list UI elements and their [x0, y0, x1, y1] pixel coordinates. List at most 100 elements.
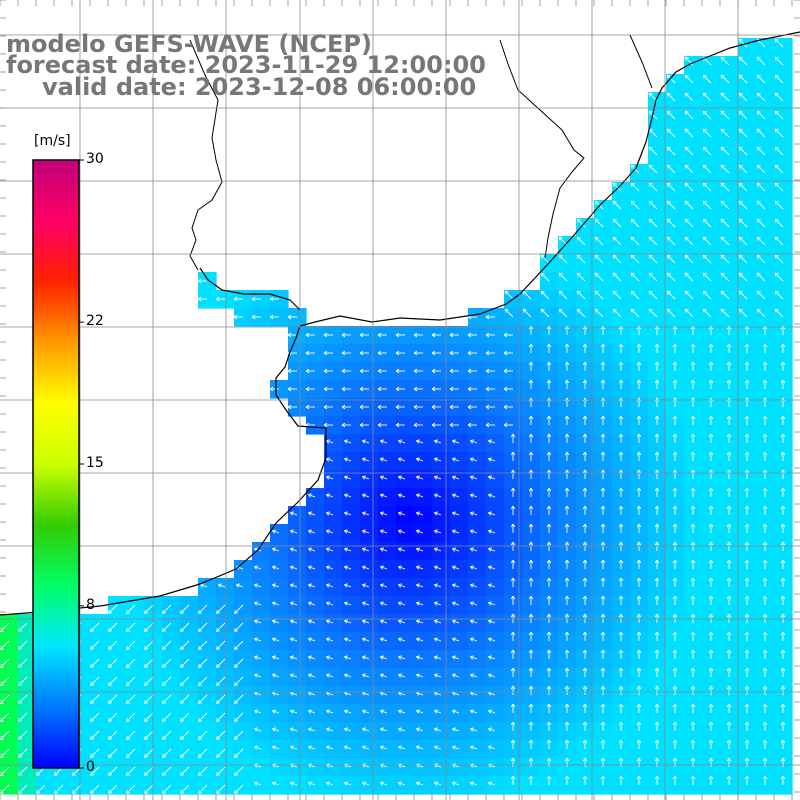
wind-speed-cell	[720, 740, 739, 759]
wind-speed-cell	[342, 776, 361, 795]
wind-speed-cell	[450, 488, 469, 507]
wind-speed-cell	[558, 650, 577, 669]
wind-arrow	[558, 254, 568, 264]
wind-speed-cell	[414, 362, 433, 381]
wind-speed-cell	[702, 758, 721, 777]
wind-speed-cell	[522, 416, 541, 435]
wind-speed-cell	[216, 290, 235, 309]
wind-speed-cell	[396, 686, 415, 705]
wind-arrow	[774, 200, 784, 210]
wind-speed-cell	[396, 740, 415, 759]
wind-arrow	[485, 314, 495, 320]
wind-speed-cell	[576, 470, 595, 489]
wind-arrow	[564, 325, 570, 335]
wind-speed-cell	[702, 470, 721, 489]
wind-speed-cell	[342, 488, 361, 507]
wind-speed-cell	[306, 740, 325, 759]
wind-arrow	[582, 325, 588, 335]
wind-arrow	[702, 218, 712, 228]
wind-speed-cell	[738, 776, 757, 795]
wind-speed-cell	[576, 398, 595, 417]
wind-speed-cell	[378, 776, 397, 795]
wind-speed-cell	[486, 776, 505, 795]
wind-speed-cell	[378, 704, 397, 723]
wind-speed-cell	[666, 740, 685, 759]
wind-speed-cell	[684, 488, 703, 507]
wind-arrow	[684, 200, 694, 210]
wind-speed-cell	[630, 596, 649, 615]
wind-speed-cell	[612, 650, 631, 669]
wind-arrow	[684, 74, 694, 84]
wind-arrow	[612, 200, 622, 210]
wind-speed-cell	[630, 416, 649, 435]
wind-speed-cell	[378, 542, 397, 561]
wind-speed-cell	[288, 596, 307, 615]
wind-speed-cell	[342, 470, 361, 489]
wind-speed-cell	[396, 722, 415, 741]
wind-speed-cell	[468, 326, 487, 345]
wind-arrow	[485, 332, 495, 338]
wind-speed-cell	[324, 686, 343, 705]
wind-speed-cell	[540, 776, 559, 795]
wind-speed-cell	[360, 560, 379, 579]
wind-speed-cell	[468, 650, 487, 669]
wind-speed-cell	[486, 668, 505, 687]
wind-speed-cell	[576, 488, 595, 507]
wind-speed-cell	[756, 560, 775, 579]
wind-speed-cell	[450, 740, 469, 759]
wind-speed-cell	[612, 416, 631, 435]
wind-speed-cell	[270, 596, 289, 615]
wind-speed-cell	[324, 470, 343, 489]
wind-arrow	[648, 308, 658, 318]
wind-speed-cell	[666, 668, 685, 687]
wind-speed-cell	[504, 596, 523, 615]
wind-speed-cell	[270, 290, 289, 309]
wind-arrow	[666, 200, 676, 210]
wind-arrow	[720, 110, 730, 120]
wind-speed-cell	[342, 740, 361, 759]
wind-speed-cell	[414, 668, 433, 687]
wind-speed-cell	[252, 722, 271, 741]
wind-speed-cell	[306, 650, 325, 669]
wind-speed-cell	[414, 434, 433, 453]
wind-arrow	[738, 200, 748, 210]
wind-speed-cell	[540, 434, 559, 453]
wind-speed-cell	[450, 560, 469, 579]
wind-speed-cell	[486, 398, 505, 417]
wind-speed-cell	[612, 326, 631, 345]
wind-speed-cell	[450, 326, 469, 345]
wind-speed-cell	[720, 542, 739, 561]
wind-speed-cell	[414, 686, 433, 705]
wind-speed-cell	[342, 578, 361, 597]
wind-arrow	[756, 92, 766, 102]
wind-speed-cell	[306, 776, 325, 795]
wind-speed-cell	[504, 452, 523, 471]
wind-speed-cell	[648, 668, 667, 687]
wind-speed-cell	[342, 380, 361, 399]
wind-speed-cell	[774, 776, 793, 795]
wind-speed-cell	[666, 542, 685, 561]
wind-speed-cell	[378, 326, 397, 345]
wind-speed-cell	[774, 362, 793, 381]
wind-speed-cell	[378, 722, 397, 741]
wind-speed-cell	[738, 578, 757, 597]
wind-speed-cell	[342, 686, 361, 705]
wind-speed-cell	[252, 668, 271, 687]
wind-speed-cell	[540, 398, 559, 417]
wind-speed-cell	[360, 686, 379, 705]
wind-speed-cell	[450, 362, 469, 381]
wind-speed-cell	[324, 326, 343, 345]
wind-speed-cell	[414, 380, 433, 399]
wind-speed-cell	[540, 344, 559, 363]
wind-arrow	[233, 296, 243, 302]
wind-speed-cell	[594, 452, 613, 471]
wind-speed-cell	[414, 596, 433, 615]
wind-speed-cell	[324, 668, 343, 687]
wind-speed-cell	[666, 488, 685, 507]
wind-speed-cell	[576, 452, 595, 471]
wind-arrow	[756, 146, 766, 156]
wind-speed-cell	[630, 434, 649, 453]
wind-arrow	[702, 164, 712, 174]
wind-speed-cell	[396, 362, 415, 381]
wind-speed-cell	[342, 650, 361, 669]
